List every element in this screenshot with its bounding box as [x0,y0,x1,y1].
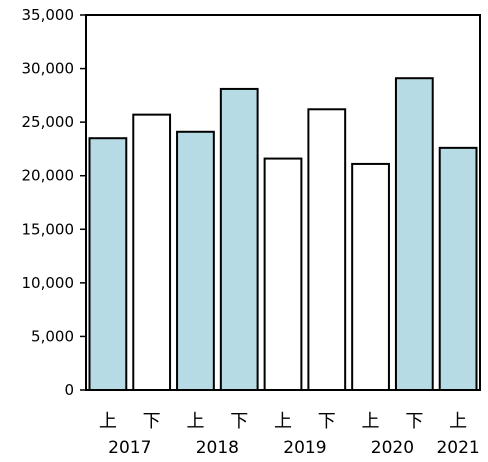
x-year-label: 2021 [436,438,479,458]
y-tick-label: 0 [64,381,74,399]
bar [438,146,478,391]
x-axis-category-labels: 上下上下上下上下上 [99,411,467,432]
y-tick-label: 15,000 [22,220,75,238]
x-category-label: 上 [362,411,380,432]
bar [307,108,347,392]
bar [351,162,390,391]
y-tick-label: 10,000 [22,274,75,292]
plot-frame [85,14,481,391]
x-year-label: 2020 [371,438,414,458]
bar [176,130,215,392]
bar [219,87,259,392]
x-category-label: 下 [405,411,423,432]
x-category-label: 上 [449,411,467,432]
y-tick-label: 20,000 [22,167,75,185]
bar [394,77,434,391]
y-tick-label: 30,000 [22,60,75,78]
x-year-label: 2019 [283,438,326,458]
x-category-label: 上 [99,411,117,432]
bars [88,77,478,392]
bar [263,157,303,391]
x-category-label: 下 [143,411,161,432]
x-year-label: 2018 [196,438,239,458]
bar [132,113,172,392]
x-category-label: 下 [230,411,248,432]
y-tick-label: 35,000 [22,6,75,24]
x-category-label: 上 [186,411,204,432]
y-axis: 0 5,000 10,000 15,000 20,000 25,000 30,000 35,0… [22,6,86,399]
x-category-label: 上 [274,411,292,432]
bar [88,137,128,391]
x-axis-year-labels: 2017 2018 2019 2020 2021 [108,438,480,458]
x-category-label: 下 [318,411,336,432]
y-tick-label: 25,000 [22,113,75,131]
x-year-label: 2017 [108,438,151,458]
y-tick-label: 5,000 [31,327,74,345]
